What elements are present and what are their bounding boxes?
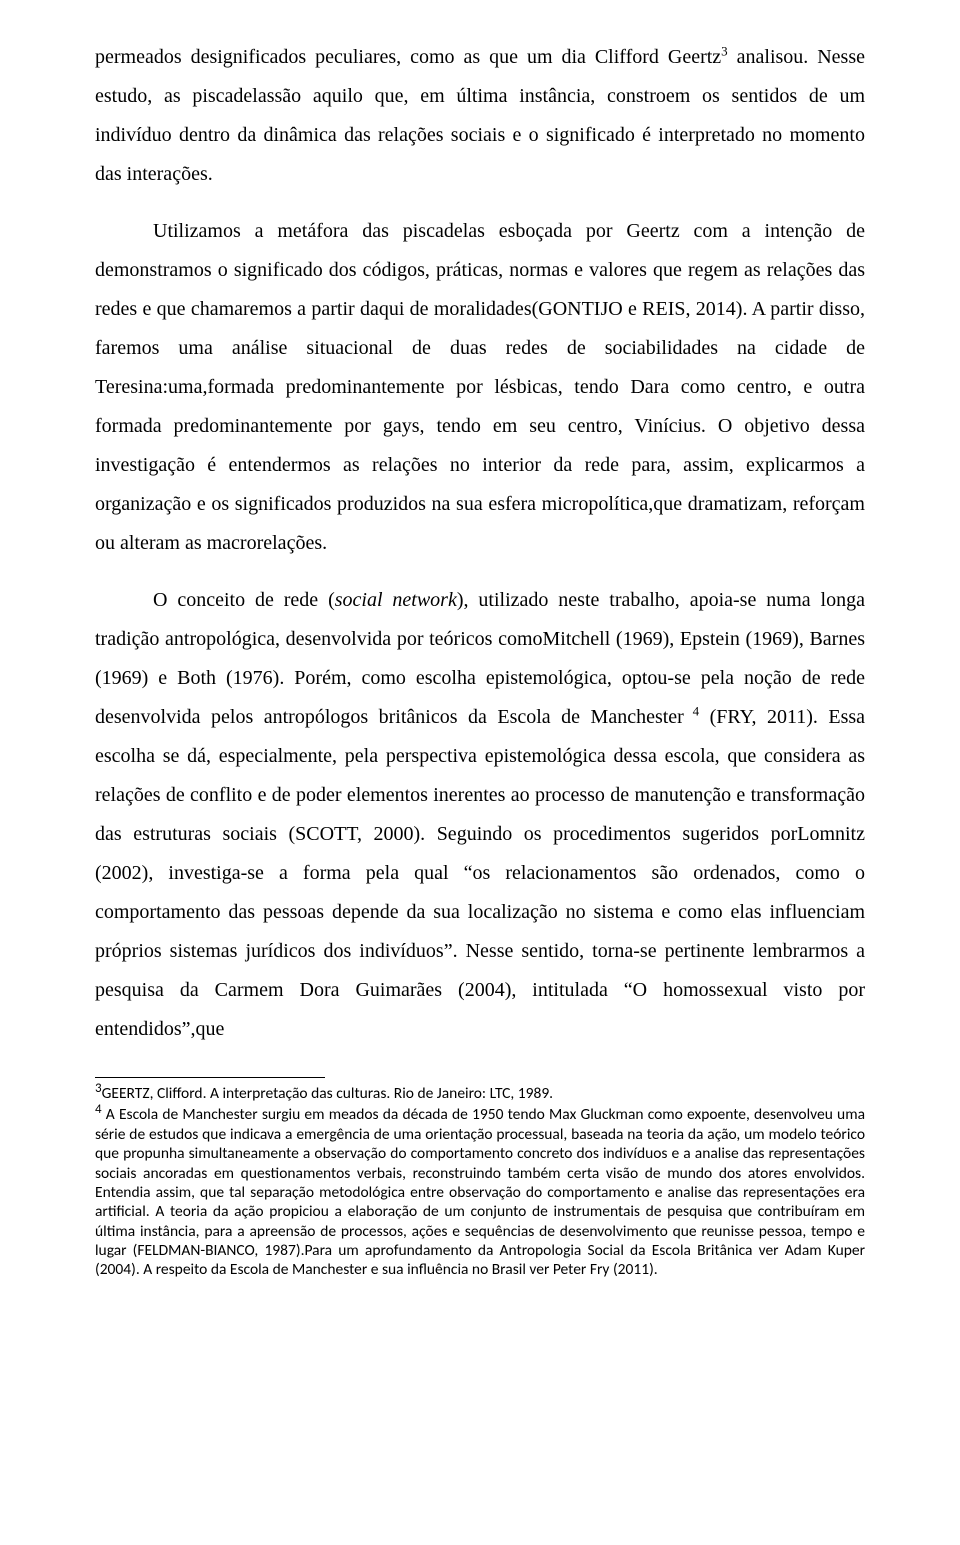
footnote-3: 3GEERTZ, Clifford. A interpretação das c… (95, 1084, 865, 1103)
footnote-4-marker: 4 (95, 1102, 102, 1117)
footnote-3-text: GEERTZ, Clifford. A interpretação das cu… (102, 1084, 554, 1103)
paragraph-3-italic: social network (335, 589, 457, 611)
paragraph-3: O conceito de rede (social network), uti… (95, 581, 865, 1049)
footnote-4: 4 A Escola de Manchester surgiu em meado… (95, 1105, 865, 1279)
page: permeados designificados peculiares, com… (0, 0, 960, 1545)
footnote-4-text: A Escola de Manchester surgiu em meados … (95, 1105, 865, 1279)
paragraph-1: permeados designificados peculiares, com… (95, 38, 865, 194)
paragraph-2: Utilizamos a metáfora das piscadelas esb… (95, 212, 865, 563)
footnote-3-marker: 3 (95, 1081, 102, 1096)
footnote-ref-4: 4 (684, 703, 699, 718)
paragraph-1-part-a: permeados designificados peculiares, com… (95, 46, 721, 68)
footnote-separator (95, 1077, 325, 1078)
paragraph-3-part-a: O conceito de rede ( (153, 589, 335, 611)
paragraph-3-part-c: (FRY, 2011). Essa escolha se dá, especia… (95, 706, 865, 1040)
